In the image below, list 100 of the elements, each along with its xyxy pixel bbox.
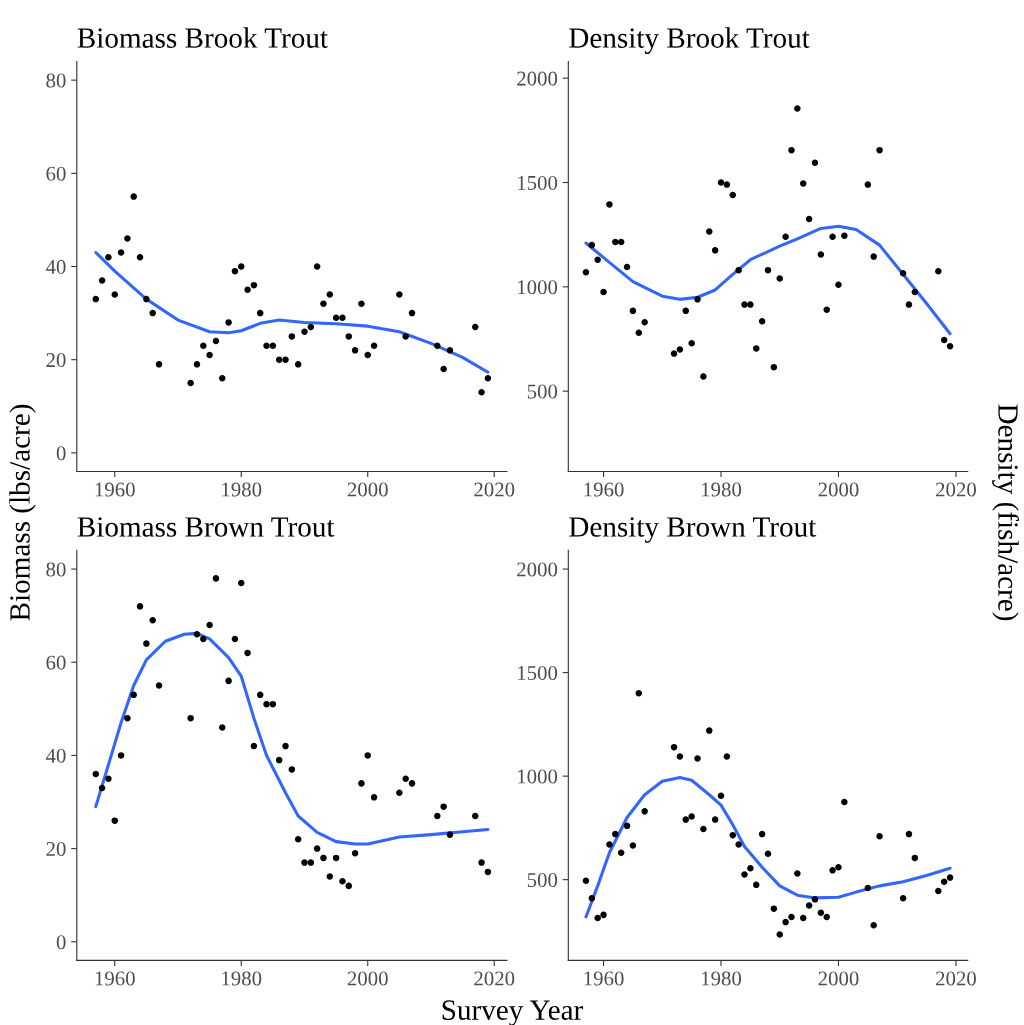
point [117,752,125,759]
point [155,682,163,689]
chart-title: Density Brook Trout [569,27,810,54]
point [788,146,795,154]
point [282,742,289,750]
point [770,363,778,371]
point [136,603,144,610]
point [641,808,648,815]
point [105,775,112,782]
point [782,233,789,241]
point [706,228,713,235]
point [440,365,447,373]
point [747,865,754,872]
point [478,389,485,396]
point [326,873,334,880]
point [741,301,748,308]
point [440,803,447,810]
point [741,871,748,878]
point [231,267,239,275]
point [187,714,194,722]
point [187,379,194,387]
point [946,874,954,881]
point [782,918,789,926]
point [225,677,232,685]
point [935,887,942,895]
point [484,375,492,382]
point [876,832,883,840]
point [225,319,232,326]
point [940,878,948,885]
point [212,575,220,582]
y-tick-label: 20 [46,353,66,368]
x-tick-label: 2000 [818,482,859,497]
point [823,913,830,921]
point [98,277,106,284]
y-tick-label: 500 [527,873,558,888]
y-tick-label: 60 [46,655,66,670]
x-tick-label: 2020 [936,482,976,497]
point [623,822,631,830]
y-tick-label: 500 [527,384,558,399]
point [149,309,156,317]
point [811,896,819,903]
point [396,789,403,796]
chart-title: Density Brown Trout [569,517,817,543]
x-tick-label: 1960 [584,971,624,986]
point [758,830,766,838]
y-tick-label: 20 [46,841,66,857]
point [629,842,637,849]
point [829,233,836,241]
point [301,328,308,335]
point [776,275,783,282]
x-tick-label: 1980 [222,971,262,986]
x-tick-label: 1980 [222,482,262,497]
x-tick-label: 2000 [347,971,388,986]
point [345,882,353,890]
point [269,342,277,349]
point [700,373,707,380]
point [364,752,371,759]
point [670,743,678,751]
point [606,841,613,848]
point [351,347,359,354]
point [307,323,315,331]
point [870,921,877,929]
point [402,333,409,340]
point [841,798,848,806]
point [326,291,334,298]
point [870,253,877,260]
point [905,830,913,838]
point [635,690,643,697]
point [823,306,830,314]
point [841,232,848,239]
line-series [584,224,952,336]
point [237,579,245,587]
point [911,854,919,862]
point [758,318,766,325]
point [434,342,441,349]
point [676,753,684,760]
x-tick-label: 2000 [347,482,388,497]
point [864,181,872,188]
point [143,640,150,647]
point [770,905,778,912]
point [237,263,245,270]
point [905,301,913,308]
point [723,181,731,188]
point [723,753,731,760]
point [294,836,302,843]
point [794,105,801,112]
y-tick-label: 1500 [518,175,558,190]
point [256,691,264,699]
point [206,621,213,629]
x-axis-title: Survey Year [442,1000,584,1025]
point [200,635,207,643]
point [275,356,283,363]
point [682,307,690,315]
point [588,241,596,249]
point [876,146,883,154]
point [472,812,479,820]
point [111,291,119,298]
y-tick-label: 2000 [517,562,558,577]
point [899,270,907,277]
point [446,347,454,354]
